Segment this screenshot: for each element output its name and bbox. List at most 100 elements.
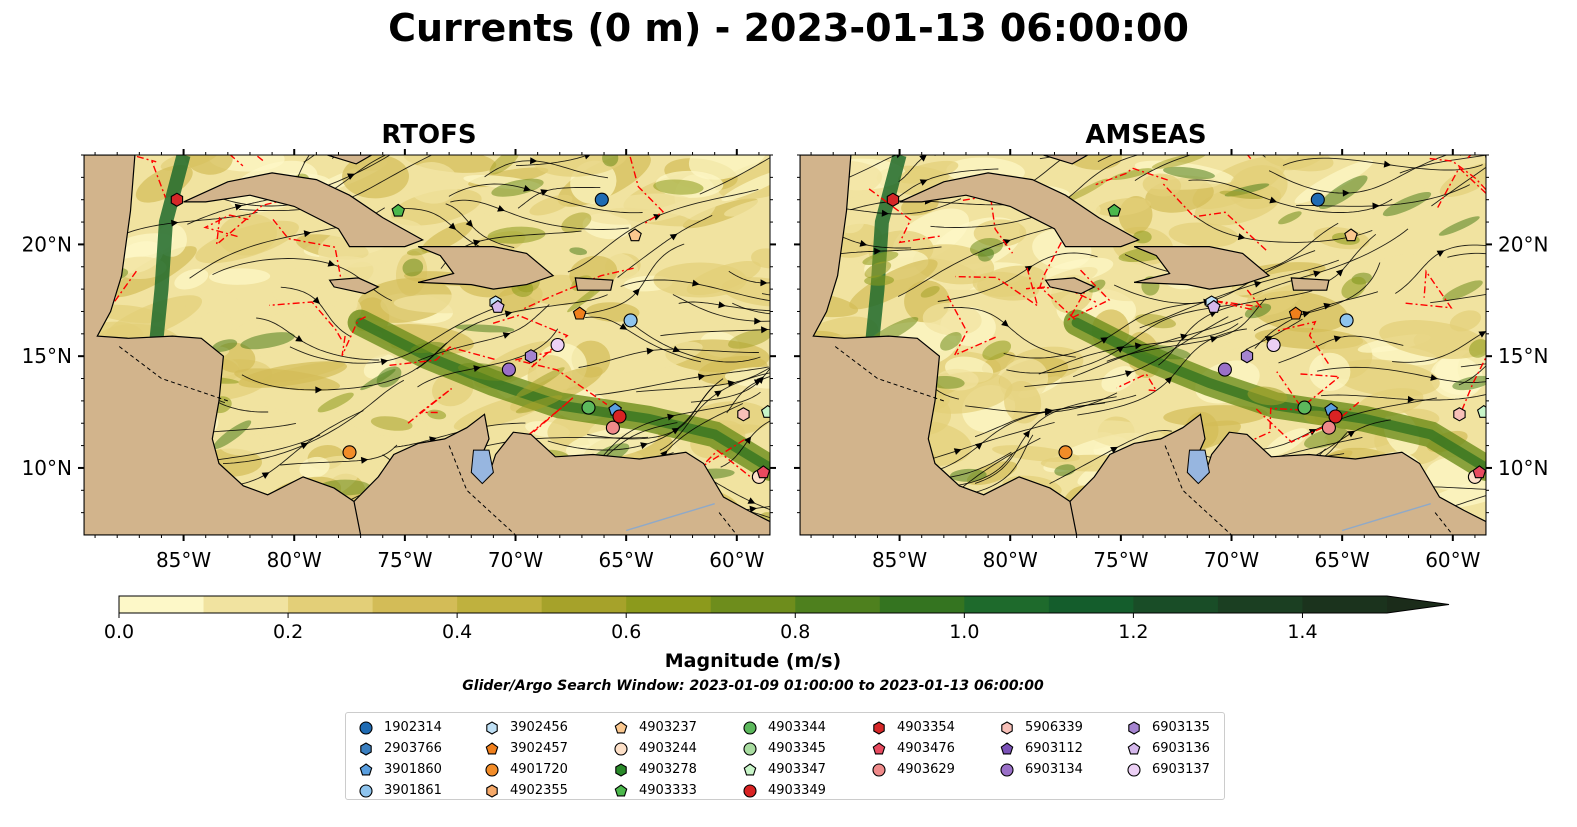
magnitude-patch	[421, 221, 474, 253]
legend-item: 4903354	[871, 717, 955, 738]
streamline	[1134, 155, 1266, 181]
legend-marker-icon	[1127, 762, 1141, 777]
eez-boundary	[1467, 155, 1472, 159]
streamline	[1441, 495, 1486, 511]
magnitude-patch-strong	[406, 248, 428, 256]
float-3902457-marker	[1288, 306, 1303, 320]
eez-boundary	[946, 294, 996, 357]
magnitude-patch-strong	[1088, 279, 1106, 293]
streamline-arrow	[295, 335, 304, 342]
streamline-arrow	[312, 296, 321, 304]
legend-label: 6903136	[1152, 741, 1210, 756]
magnitude-patch-strong	[1469, 339, 1486, 358]
colorbar-segment	[1302, 596, 1388, 613]
streamline-arrow	[1269, 196, 1278, 204]
streamline	[1106, 297, 1267, 362]
streamline	[1038, 323, 1239, 375]
streamline	[1268, 155, 1448, 194]
x-tick-label: 85°W	[156, 548, 211, 572]
legend-marker-icon	[743, 783, 757, 798]
y-tick-label: 15°N	[22, 344, 72, 368]
streamline-arrow	[1023, 430, 1031, 438]
streamline	[1392, 330, 1486, 363]
y-tick-label-right: 10°N	[1498, 456, 1548, 480]
eez-boundary	[1039, 237, 1076, 320]
colorbar-segment	[710, 596, 796, 613]
float-4903354-marker	[170, 192, 184, 207]
legend-pentagon-icon	[1127, 741, 1141, 754]
colorbar-tick-label: 0.6	[611, 621, 641, 643]
x-tick-label: 70°W	[1204, 548, 1259, 572]
magnitude-patch	[721, 168, 770, 202]
streamline-arrow	[1302, 310, 1311, 318]
legend-pentagon-icon	[872, 741, 886, 754]
colorbar: 0.0 0.2 0.4 0.6 0.8 1.0 1.2 1.4	[104, 595, 1450, 643]
legend-label: 4901720	[510, 762, 568, 777]
legend-hexagon-icon	[1001, 720, 1013, 735]
eez-boundary	[521, 267, 634, 311]
legend-label: 4903333	[639, 783, 697, 798]
legend-column: 4903344 4903345 4903347 4903349	[742, 717, 826, 801]
legend-marker-icon	[359, 762, 373, 775]
magnitude-patch-strong	[515, 395, 563, 414]
magnitude-patch	[1309, 352, 1351, 391]
streamline-arrow	[619, 323, 628, 330]
streamline-arrow	[1024, 265, 1033, 273]
legend-item: 4903345	[742, 738, 826, 759]
magnitude-patch	[992, 445, 1080, 463]
x-tick-label: 60°W	[709, 548, 764, 572]
magnitude-patch-strong	[940, 332, 962, 351]
streamline-arrow	[1372, 202, 1380, 210]
streamline-arrow	[1210, 335, 1218, 343]
magnitude-patch-strong	[1219, 190, 1264, 200]
eez-boundary	[629, 156, 665, 225]
y-tick-label: 10°N	[22, 456, 72, 480]
legend-label: 4903344	[768, 720, 826, 735]
legend-item: 4903344	[742, 717, 826, 738]
legend-item: 6903134	[999, 759, 1083, 780]
magnitude-patch-strong	[982, 340, 1012, 361]
streamline-arrow	[523, 184, 531, 192]
streamline	[1431, 166, 1486, 207]
colorbar-outline	[118, 595, 1450, 614]
streamline	[393, 422, 526, 448]
legend-item: 3901861	[358, 780, 442, 801]
country-border	[1434, 512, 1454, 535]
float-4903476-marker	[756, 465, 770, 479]
float-5906339-marker	[737, 407, 750, 422]
eez-boundary	[203, 214, 249, 238]
legend-column: 1902314 2903766 3901860 3901861	[358, 717, 442, 801]
magnitude-patch	[922, 302, 982, 336]
legend-item: 4902355	[484, 780, 568, 801]
magnitude-patch	[184, 155, 233, 175]
legend-item: 4903349	[742, 780, 826, 801]
streamline	[690, 367, 770, 403]
streamline-arrow	[881, 209, 889, 217]
legend-label: 3901860	[384, 762, 442, 777]
magnitude-patch-strong	[969, 237, 1004, 257]
streamline-arrow	[1254, 280, 1262, 288]
legend-column: 4903237 4903244 4903278 4903333	[613, 717, 697, 801]
streamline-arrow	[1342, 189, 1350, 197]
magnitude-patch-strong	[1247, 386, 1288, 406]
eez-boundary	[386, 346, 495, 367]
float-4903237-marker	[628, 228, 642, 242]
legend-label: 4903345	[768, 741, 826, 756]
streamline-arrow	[1110, 446, 1118, 454]
streamline-arrow	[1100, 337, 1109, 344]
legend-marker-icon	[485, 762, 499, 777]
eez-boundary	[269, 301, 342, 340]
colorbar-segment	[1133, 596, 1219, 613]
streamline-arrow	[303, 230, 312, 238]
legend-hexagon-icon	[360, 741, 372, 756]
legend-item: 3902456	[484, 717, 568, 738]
legend-circle-icon	[743, 720, 757, 735]
streamline	[1003, 300, 1210, 359]
legend-marker-icon	[1128, 720, 1140, 735]
streamline	[620, 279, 770, 302]
magnitude-patch	[272, 256, 377, 307]
streamline	[1006, 303, 1240, 374]
magnitude-patch	[688, 155, 769, 180]
magnitude-patch	[532, 155, 629, 177]
legend-hexagon-icon	[873, 720, 885, 735]
